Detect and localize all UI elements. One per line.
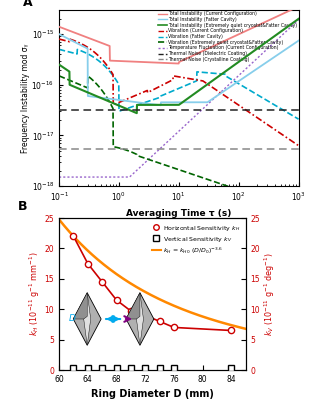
Y-axis label: $k_V$ (10$^{-11}$ g$^{-1}$ deg$^{-1}$): $k_V$ (10$^{-11}$ g$^{-1}$ deg$^{-1}$) bbox=[263, 252, 277, 336]
Polygon shape bbox=[73, 293, 101, 345]
Text: A: A bbox=[23, 0, 33, 10]
Polygon shape bbox=[126, 293, 140, 319]
Polygon shape bbox=[126, 293, 154, 345]
X-axis label: Averaging Time τ (s): Averaging Time τ (s) bbox=[126, 209, 231, 218]
Polygon shape bbox=[73, 293, 87, 319]
Y-axis label: Frequency Instability mod σᵧ: Frequency Instability mod σᵧ bbox=[21, 43, 30, 153]
Polygon shape bbox=[84, 293, 91, 345]
Legend: Horizontal Sensitivity $k_H$, Vertical Sensitivity $k_V$, $k_H$ = $k_{H0}$ $(D/D: Horizontal Sensitivity $k_H$, Vertical S… bbox=[149, 221, 243, 258]
Polygon shape bbox=[137, 293, 143, 345]
Y-axis label: $k_H$ (10$^{-11}$ g$^{-1}$ mm$^{-1}$): $k_H$ (10$^{-11}$ g$^{-1}$ mm$^{-1}$) bbox=[27, 252, 42, 336]
Legend: Total Instability (Current Configuration), Total Instability (Fatter Cavity), To: Total Instability (Current Configuration… bbox=[158, 11, 297, 62]
Text: D: D bbox=[69, 314, 76, 323]
Text: B: B bbox=[18, 200, 28, 214]
X-axis label: Ring Diameter D (mm): Ring Diameter D (mm) bbox=[91, 390, 214, 400]
